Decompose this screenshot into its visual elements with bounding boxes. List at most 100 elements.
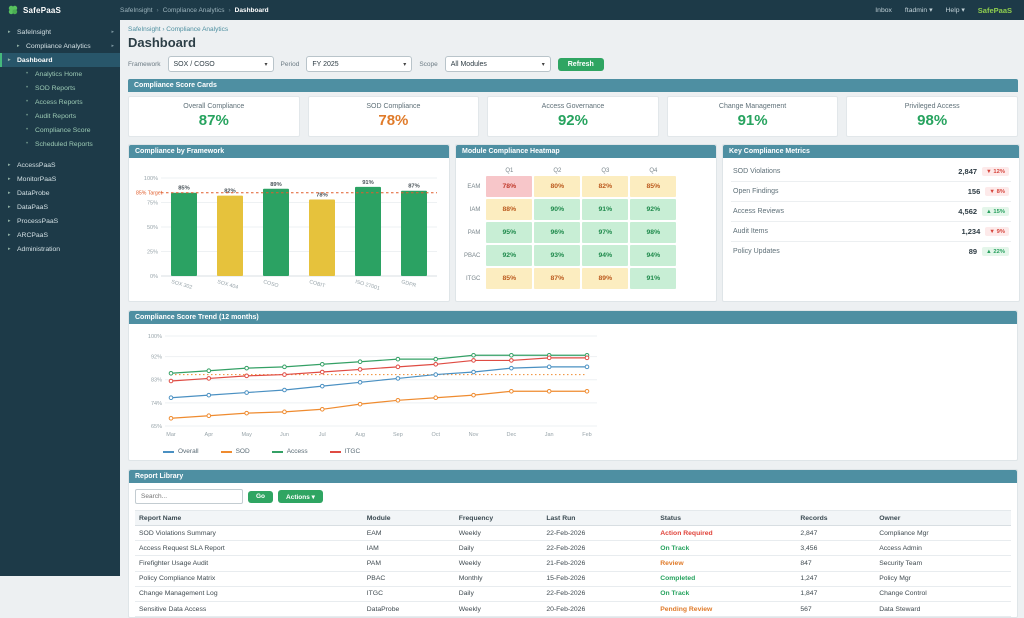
score-card-label: SOD Compliance (309, 103, 479, 110)
svg-text:85%: 85% (178, 186, 190, 192)
score-card-value: 78% (309, 112, 479, 129)
clover-logo-icon (8, 5, 18, 15)
cell-module: EAM (363, 526, 455, 541)
cell-status: Pending Review (656, 601, 796, 616)
scope-select[interactable]: All Modules▾ (445, 56, 551, 72)
selected-value: All Modules (451, 61, 487, 68)
sidebar-item-label: SafeInsight (17, 29, 51, 36)
sidebar-item-access-reports[interactable]: •Access Reports (0, 95, 120, 109)
heatmap-cell: 91% (582, 199, 628, 220)
caret-right-icon: ▸ (8, 246, 17, 252)
sidebar-item-accesspaas[interactable]: ▸AccessPaaS (0, 158, 120, 172)
legend-label: SOD (236, 448, 250, 455)
sidebar-item-administration[interactable]: ▸Administration (0, 242, 120, 256)
metric-label: Open Findings (733, 188, 779, 195)
sidebar-item-analytics-home[interactable]: •Analytics Home (0, 67, 120, 81)
heatmap-row-pam: PAM (464, 222, 484, 243)
cell-module: DataProbe (363, 601, 455, 616)
sidebar-item-sod-reports[interactable]: •SOD Reports (0, 81, 120, 95)
bullet-icon: • (26, 127, 35, 133)
metric-value: 4,562 (958, 207, 977, 216)
period-select[interactable]: FY 2025▾ (306, 56, 412, 72)
sidebar-item-monitorpaas[interactable]: ▸MonitorPaaS (0, 172, 120, 186)
metric-label: SOD Violations (733, 168, 780, 175)
svg-text:Dec: Dec (506, 432, 516, 438)
sidebar-item-datapaas[interactable]: ▸DataPaaS (0, 200, 120, 214)
sidebar-item-safeinsight[interactable]: ▸SafeInsight▸ (0, 25, 120, 39)
compliance-by-framework-panel: Compliance by Framework 0%25%50%75%100%8… (128, 144, 450, 302)
table-row[interactable]: Sensitive Data AccessDataProbeWeekly20-F… (135, 601, 1011, 616)
table-row[interactable]: Change Management LogITGCDaily22-Feb-202… (135, 586, 1011, 601)
legend-sod[interactable]: SOD (221, 448, 250, 455)
svg-text:89%: 89% (270, 182, 282, 188)
sidebar-item-processpaas[interactable]: ▸ProcessPaaS (0, 214, 120, 228)
chevron-down-icon: ▾ (265, 61, 268, 68)
metric-sod-violations: SOD Violations2,847▼ 12% (731, 162, 1011, 182)
heatmap-table: Q1Q2Q3Q4EAM78%80%82%85%IAM88%90%91%92%PA… (462, 166, 678, 291)
sidebar-item-compliance-score[interactable]: •Compliance Score (0, 123, 120, 137)
heatmap-row-pbac: PBAC (464, 245, 484, 266)
cell-frequency: Monthly (455, 571, 543, 586)
inbox-link[interactable]: Inbox (875, 7, 892, 14)
heatmap-cell: 98% (630, 222, 676, 243)
cell-records: 2,847 (796, 526, 875, 541)
svg-text:85% Target: 85% Target (136, 191, 163, 197)
actions-button[interactable]: Actions ▾ (278, 490, 323, 503)
metric-policy-updates: Policy Updates89▲ 22% (731, 242, 1011, 261)
safepaas-link[interactable]: SafePaaS (978, 6, 1012, 15)
cell-owner: Data Steward (875, 601, 1011, 616)
table-row[interactable]: Firefighter Usage AuditPAMWeekly21-Feb-2… (135, 556, 1011, 571)
caret-right-icon: ▸ (8, 218, 17, 224)
sidebar-item-label: Analytics Home (35, 71, 82, 78)
sidebar-item-scheduled-reports[interactable]: •Scheduled Reports (0, 137, 120, 151)
user-menu[interactable]: ftadmin ▾ (905, 6, 933, 14)
cell-report-name: Firefighter Usage Audit (135, 556, 363, 571)
legend-itgc[interactable]: ITGC (330, 448, 361, 455)
metric-open-findings: Open Findings156▼ 8% (731, 182, 1011, 202)
cell-records: 567 (796, 601, 875, 616)
framework-select[interactable]: SOX / COSO▾ (168, 56, 274, 72)
svg-text:75%: 75% (147, 201, 158, 207)
caret-right-icon: ▸ (8, 29, 17, 35)
bullet-icon: • (26, 141, 35, 147)
heatmap-cell: 93% (534, 245, 580, 266)
sidebar-item-label: Administration (17, 246, 60, 253)
trend-panel: Compliance Score Trend (12 months) 65%74… (128, 310, 1018, 461)
legend-label: Overall (178, 448, 199, 455)
score-card-overall-compliance: Overall Compliance87% (128, 96, 300, 137)
metric-delta-badge: ▲ 22% (982, 247, 1009, 256)
score-cards-header: Compliance Score Cards (128, 79, 1018, 92)
breadcrumb[interactable]: SafeInsight › Compliance Analytics (128, 26, 1018, 33)
cell-last-run: 15-Feb-2026 (542, 571, 656, 586)
legend-overall[interactable]: Overall (163, 448, 199, 455)
table-row[interactable]: Access Request SLA ReportIAMDaily22-Feb-… (135, 541, 1011, 556)
svg-text:Feb: Feb (582, 432, 591, 438)
table-row[interactable]: SOD Violations SummaryEAMWeekly22-Feb-20… (135, 526, 1011, 541)
topbar-crumb-compliance-analytics[interactable]: Compliance Analytics (163, 7, 225, 14)
sidebar-item-dataprobe[interactable]: ▸DataProbe (0, 186, 120, 200)
sidebar-item-arcpaas[interactable]: ▸ARCPaaS (0, 228, 120, 242)
heatmap-row-eam: EAM (464, 176, 484, 197)
status-badge: Review (660, 560, 683, 567)
table-row[interactable]: Policy Compliance MatrixPBACMonthly15-Fe… (135, 571, 1011, 586)
topbar-crumb-dashboard[interactable]: Dashboard (235, 7, 269, 14)
sidebar-item-dashboard[interactable]: ▸Dashboard (0, 53, 120, 67)
legend-swatch (272, 451, 283, 453)
svg-text:100%: 100% (148, 334, 162, 340)
app-logo[interactable]: SafePaaS (0, 5, 120, 15)
col-header-frequency: Frequency (455, 511, 543, 526)
topbar-crumb-safeinsight[interactable]: SafeInsight (120, 7, 153, 14)
legend-access[interactable]: Access (272, 448, 308, 455)
refresh-button[interactable]: Refresh (558, 58, 604, 71)
cell-report-name: Sensitive Data Access (135, 601, 363, 616)
search-input[interactable] (135, 489, 243, 504)
cell-report-name: Access Request SLA Report (135, 541, 363, 556)
metric-value: 156 (968, 187, 981, 196)
heatmap-row-iam: IAM (464, 199, 484, 220)
svg-text:Jan: Jan (545, 432, 554, 438)
col-header-last-run: Last Run (542, 511, 656, 526)
go-button[interactable]: Go (248, 491, 273, 503)
help-menu[interactable]: Help ▾ (946, 6, 965, 14)
sidebar-item-compliance-analytics[interactable]: ▸Compliance Analytics▸ (0, 39, 120, 53)
sidebar-item-audit-reports[interactable]: •Audit Reports (0, 109, 120, 123)
